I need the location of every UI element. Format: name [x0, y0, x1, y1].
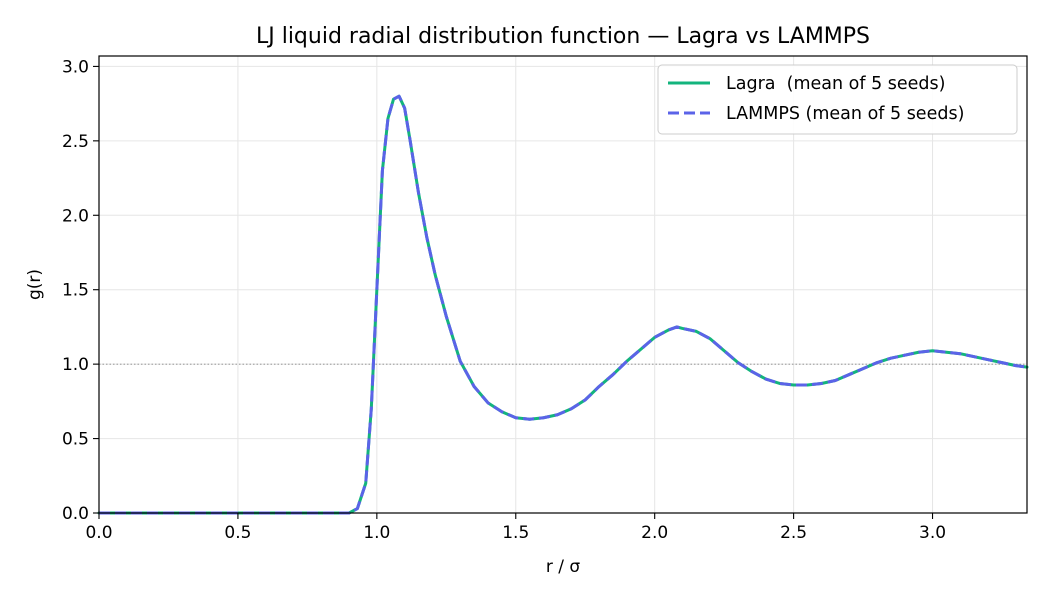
- y-tick-label-2: 1.0: [62, 355, 89, 375]
- legend-label-lagra: Lagra (mean of 5 seeds): [726, 74, 945, 94]
- plot-frame: [98, 55, 1028, 514]
- x-tick-label-1: 0.5: [224, 523, 251, 543]
- x-tick-label-6: 3.0: [919, 523, 946, 543]
- x-tick-label-4: 2.0: [641, 523, 668, 543]
- x-tick-label-5: 2.5: [780, 523, 807, 543]
- y-tick-label-5: 2.5: [62, 132, 89, 152]
- y-tick-label-6: 3.0: [62, 57, 89, 77]
- y-tick-label-0: 0.0: [62, 504, 89, 524]
- series-line-lammps: [99, 94, 1028, 515]
- x-axis: 0.0 0.5 1.0 1.5 2.0 2.5 3.0: [85, 513, 946, 543]
- legend-label-lammps: LAMMPS (mean of 5 seeds): [726, 104, 964, 124]
- y-axis-label: g(r): [25, 269, 45, 300]
- y-tick-label-3: 1.5: [62, 281, 89, 301]
- series-layer: [97, 94, 1029, 515]
- legend-box: [657, 64, 1018, 135]
- x-axis-label: r / σ: [546, 557, 581, 577]
- chart-title: LJ liquid radial distribution function —…: [256, 24, 870, 49]
- x-tick-label-3: 1.5: [502, 523, 529, 543]
- x-tick-label-2: 1.0: [363, 523, 390, 543]
- y-tick-label-1: 0.5: [62, 430, 89, 450]
- y-tick-label-4: 2.0: [62, 206, 89, 226]
- legend: Lagra (mean of 5 seeds) LAMMPS (mean of …: [657, 64, 1018, 135]
- x-tick-label-0: 0.0: [85, 523, 112, 543]
- y-axis: 0.0 0.5 1.0 1.5 2.0 2.5 3.0: [62, 57, 99, 524]
